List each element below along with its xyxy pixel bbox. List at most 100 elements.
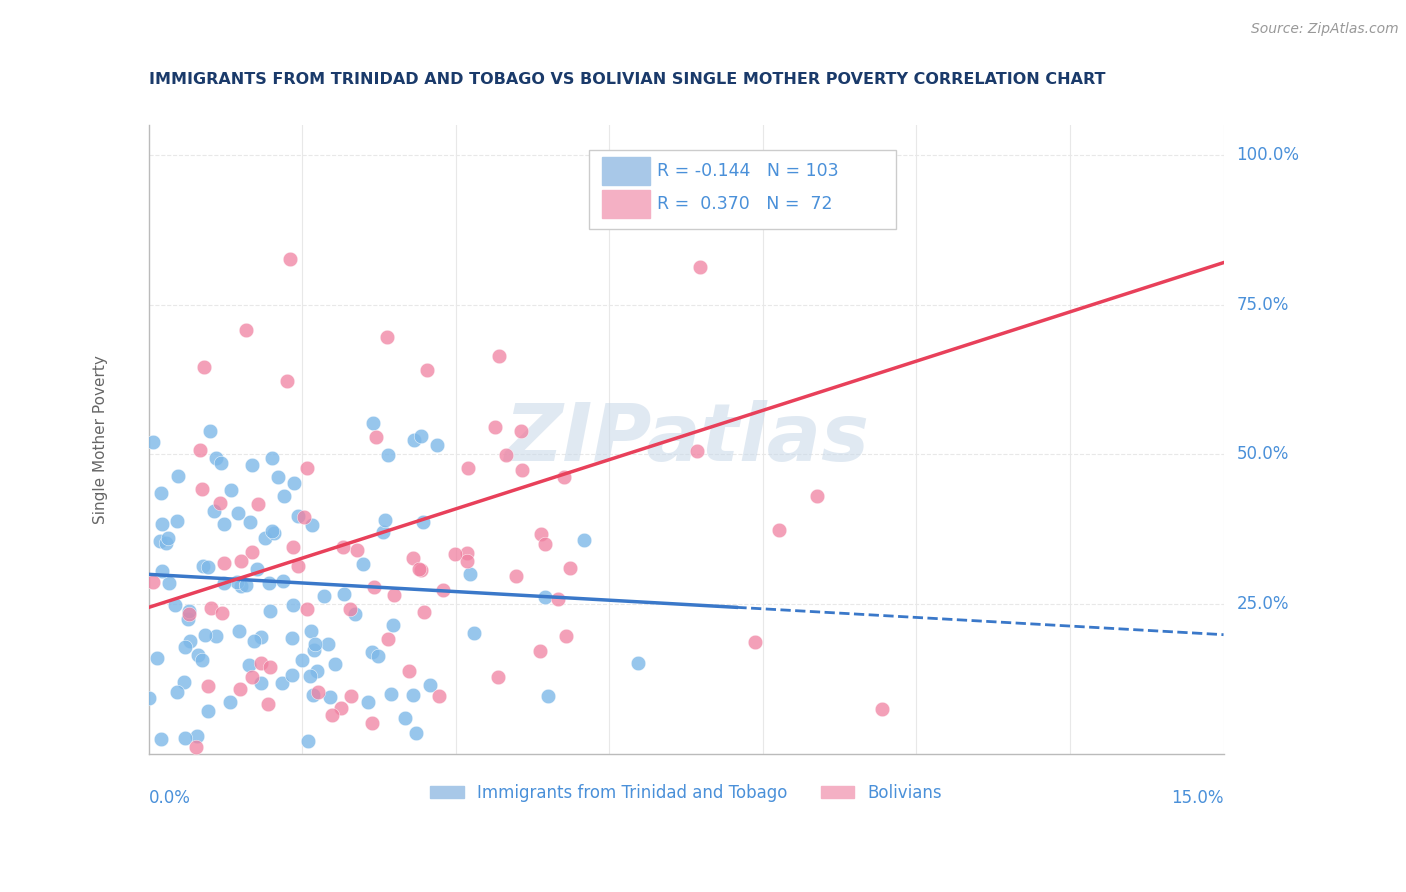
Point <box>212 575 235 590</box>
Text: 15.0%: 15.0% <box>1171 789 1223 807</box>
Text: Single Mother Poverty: Single Mother Poverty <box>93 355 108 524</box>
Point <box>249 676 271 690</box>
Point <box>352 557 374 571</box>
Point <box>260 451 283 466</box>
Point <box>444 547 467 561</box>
Text: 50.0%: 50.0% <box>1236 445 1289 464</box>
Point <box>416 363 439 377</box>
Point <box>405 726 427 740</box>
Point <box>553 470 575 484</box>
Point <box>242 634 264 648</box>
Point <box>204 450 226 465</box>
Point <box>484 420 506 434</box>
Point <box>149 534 172 549</box>
Point <box>305 664 328 678</box>
FancyBboxPatch shape <box>589 150 896 228</box>
Point <box>184 740 207 755</box>
Point <box>299 624 322 638</box>
Point <box>197 679 219 693</box>
Point <box>371 524 394 539</box>
Point <box>229 579 252 593</box>
Point <box>381 617 404 632</box>
Point <box>287 558 309 573</box>
Point <box>291 652 314 666</box>
Point <box>463 626 485 640</box>
Point <box>202 503 225 517</box>
Point <box>200 600 222 615</box>
Point <box>150 564 173 578</box>
Point <box>229 554 252 568</box>
Point <box>375 329 398 343</box>
Point <box>361 716 384 731</box>
Point <box>554 629 576 643</box>
Point <box>332 540 354 554</box>
Point <box>146 650 169 665</box>
Point <box>870 702 893 716</box>
Point <box>432 582 454 597</box>
Text: R = -0.144   N = 103: R = -0.144 N = 103 <box>657 162 839 180</box>
Point <box>283 475 305 490</box>
Point <box>404 433 426 447</box>
Point <box>177 607 200 621</box>
Point <box>204 629 226 643</box>
Point <box>155 536 177 550</box>
Text: 75.0%: 75.0% <box>1236 295 1289 314</box>
Point <box>235 578 257 592</box>
Point <box>297 734 319 748</box>
Point <box>194 628 217 642</box>
Point <box>806 489 828 503</box>
Point <box>150 731 173 746</box>
Point <box>295 460 318 475</box>
Point <box>329 700 352 714</box>
Point <box>301 517 323 532</box>
Point <box>456 546 478 560</box>
Point <box>173 675 195 690</box>
Point <box>249 656 271 670</box>
Point <box>339 602 361 616</box>
Point <box>426 438 449 452</box>
Point <box>363 416 385 430</box>
Point <box>246 562 269 576</box>
Point <box>572 533 595 548</box>
Point <box>174 731 197 745</box>
Point <box>271 574 294 588</box>
Point <box>357 695 380 709</box>
Point <box>560 560 582 574</box>
Point <box>768 523 790 537</box>
Point <box>193 558 215 573</box>
Point <box>253 531 276 545</box>
Point <box>301 688 323 702</box>
Point <box>364 430 387 444</box>
Point <box>250 630 273 644</box>
Point <box>488 349 510 363</box>
Point <box>246 497 269 511</box>
Point <box>228 624 250 638</box>
Point <box>238 657 260 672</box>
Point <box>321 708 343 723</box>
Point <box>191 653 214 667</box>
Point <box>228 681 250 696</box>
Point <box>267 470 290 484</box>
Point <box>212 556 235 570</box>
Point <box>257 697 280 711</box>
Point <box>295 602 318 616</box>
Point <box>340 689 363 703</box>
Point <box>744 635 766 649</box>
Point <box>263 526 285 541</box>
Point <box>259 604 281 618</box>
Point <box>278 252 301 266</box>
Point <box>281 540 304 554</box>
Point <box>627 657 650 671</box>
Point <box>533 590 555 604</box>
Point <box>408 561 430 575</box>
Text: 0.0%: 0.0% <box>149 789 191 807</box>
Point <box>174 640 197 655</box>
Text: R =  0.370   N =  72: R = 0.370 N = 72 <box>657 195 832 213</box>
Point <box>456 554 478 568</box>
Point <box>346 543 368 558</box>
Point <box>219 483 242 498</box>
Point <box>427 689 450 703</box>
Point <box>419 678 441 692</box>
Point <box>157 576 180 591</box>
Point <box>382 588 405 602</box>
